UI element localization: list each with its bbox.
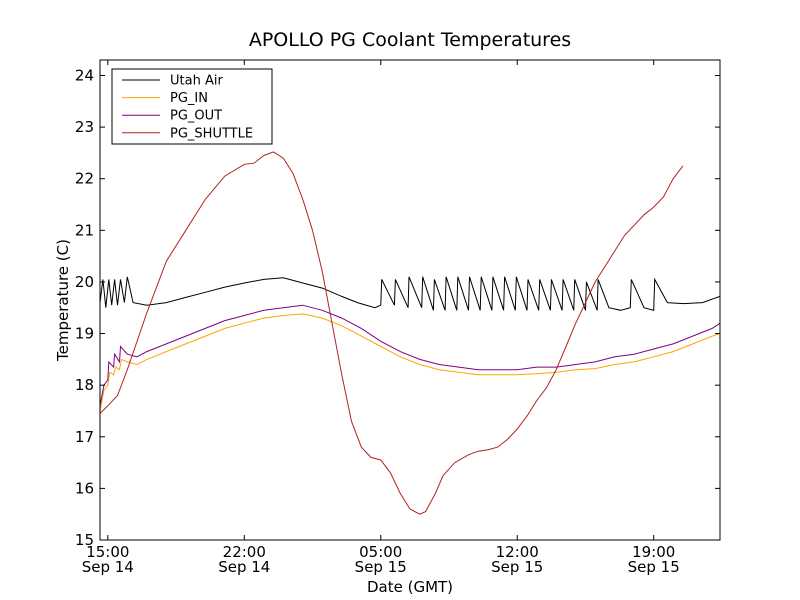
series-layer — [100, 151, 720, 515]
x-tick-time-label: 19:00 — [632, 543, 675, 561]
x-tick-date-label: Sep 14 — [82, 558, 134, 576]
series-line-pg-in — [100, 313, 720, 412]
x-tick-time-label: 12:00 — [496, 543, 539, 561]
x-tick-time-label: 05:00 — [359, 543, 402, 561]
x-tick-date-label: Sep 15 — [628, 558, 680, 576]
series-line-pg-out — [100, 304, 720, 406]
y-tick-label: 24 — [75, 66, 94, 84]
legend-label-pg-shuttle: PG_SHUTTLE — [170, 126, 253, 141]
y-tick-label: 22 — [75, 170, 94, 188]
y-tick-label: 21 — [75, 221, 94, 239]
plot-frame — [99, 59, 721, 541]
legend-label-utah-air: Utah Air — [170, 74, 223, 89]
x-tick-date-label: Sep 14 — [218, 558, 270, 576]
y-tick-label: 17 — [75, 428, 94, 446]
x-tick-date-label: Sep 15 — [355, 558, 407, 576]
x-axis-label: Date (GMT) — [367, 578, 453, 596]
x-tick-time-label: 22:00 — [223, 543, 266, 561]
legend-box — [111, 68, 273, 145]
series-line-utah-air — [100, 276, 720, 311]
legend-label-pg-in: PG_IN — [170, 91, 208, 106]
y-tick-label: 20 — [75, 273, 94, 291]
y-tick-label: 16 — [75, 479, 94, 497]
y-axis-label: Temperature (C) — [54, 239, 72, 362]
y-tick-label: 23 — [75, 118, 94, 136]
series-line-pg-shuttle — [100, 151, 684, 515]
chart-title: APOLLO PG Coolant Temperatures — [249, 29, 571, 51]
x-tick-time-label: 15:00 — [86, 543, 129, 561]
y-tick-label: 18 — [75, 376, 94, 394]
y-tick-label: 15 — [75, 531, 94, 549]
legend-label-pg-out: PG_OUT — [170, 109, 222, 124]
y-tick-label: 19 — [75, 325, 94, 343]
legend: Utah Air PG_IN PG_OUT PG_SHUTTLE — [111, 68, 273, 145]
x-tick-date-label: Sep 15 — [491, 558, 543, 576]
